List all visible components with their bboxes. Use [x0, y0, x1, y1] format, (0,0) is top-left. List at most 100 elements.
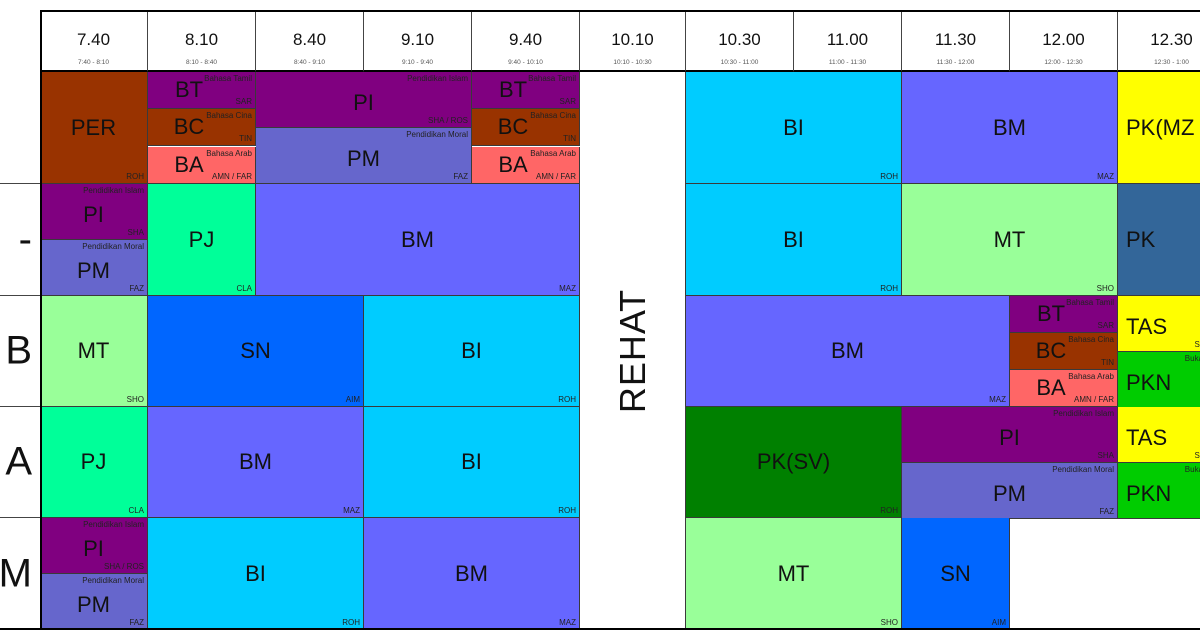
lesson-cell-r0-ba-a[interactable]: BA Bahasa Arab AMN / FAR — [148, 147, 256, 184]
teacher-code: SHA — [1097, 451, 1114, 460]
subject-code: MT — [993, 226, 1026, 252]
time-header-5: 10.10 10:10 - 10:30 — [580, 10, 686, 72]
lesson-cell-r4-bm[interactable]: BM MAZ — [364, 518, 580, 630]
subject-code: PM — [77, 591, 110, 617]
time-label: 8.40 — [292, 30, 327, 49]
time-range: 10:30 - 11:00 — [720, 59, 759, 66]
subject-name: Bahasa Cina — [530, 111, 576, 120]
lesson-cell-r1-bm[interactable]: BM MAZ — [256, 184, 580, 296]
subject-code: SN — [940, 560, 971, 586]
lesson-cell-r4-mt[interactable]: MT SHO — [686, 518, 902, 630]
teacher-code: SHA / F — [1194, 340, 1200, 349]
lesson-cell-r3-pksv[interactable]: PK(SV) ROH — [686, 407, 902, 518]
teacher-code: ROH — [880, 172, 898, 181]
time-label: 10.10 — [611, 30, 654, 49]
teacher-code: SAR — [559, 97, 576, 106]
lesson-cell-r2-bt[interactable]: BT Bahasa Tamil SAR — [1010, 296, 1118, 333]
day-label-4: M — [0, 518, 40, 630]
lesson-cell-r2-tas[interactable]: TASTasSHA / F — [1118, 296, 1200, 352]
teacher-code: TIN — [563, 134, 576, 143]
lesson-cell-r1-pm[interactable]: PM Pendidikan Moral FAZ — [40, 240, 148, 296]
teacher-code: MAZ — [343, 506, 360, 515]
subject-name: Pendidikan Moral — [82, 242, 144, 251]
lesson-cell-r1-pj[interactable]: PJ CLA — [148, 184, 256, 296]
lesson-cell-r3-bi[interactable]: BI ROH — [364, 407, 580, 518]
lesson-cell-r4-sn[interactable]: SN AIM — [902, 518, 1010, 630]
subject-code: BC — [1035, 337, 1067, 363]
subject-code: TAS — [1126, 313, 1168, 339]
lesson-cell-r0-pi[interactable]: PI Pendidikan Islam SHA / ROS — [256, 72, 472, 128]
time-header-4: 9.40 9:40 - 10:10 — [472, 10, 580, 72]
subject-code: BA — [1036, 374, 1066, 400]
subject-name: Bahasa Arab — [1068, 372, 1114, 381]
teacher-code: MAZ — [989, 395, 1006, 404]
subject-code: BI — [245, 560, 266, 586]
lesson-cell-r2-pkn[interactable]: PKN Bukan Tas — [1118, 352, 1200, 408]
subject-name: Pendidikan Islam — [407, 74, 468, 83]
teacher-code: CLA — [236, 284, 252, 293]
subject-name: Bukan Tas — [1184, 354, 1200, 363]
teacher-code: SHA / ROS — [427, 116, 468, 125]
time-range: 7:40 - 8:10 — [77, 59, 110, 66]
subject-code: PJ — [188, 226, 215, 252]
subject-code: BT — [498, 76, 528, 102]
time-range: 8:10 - 8:40 — [185, 59, 218, 66]
subject-code: BM — [993, 114, 1026, 140]
day-label-3: A — [0, 407, 40, 518]
teacher-code: SHA — [127, 228, 144, 237]
lesson-cell-r2-ba[interactable]: BA Bahasa Arab AMN / FAR — [1010, 370, 1118, 407]
lesson-cell-r2-mt[interactable]: MT SHO — [40, 296, 148, 407]
subject-code: PKN — [1126, 480, 1172, 506]
teacher-code: SHA / ROS — [103, 562, 144, 571]
time-range: 11:30 - 12:00 — [936, 59, 975, 66]
lesson-cell-r0-bt-a[interactable]: BT Bahasa Tamil SAR — [148, 72, 256, 109]
teacher-code: SAR — [1097, 321, 1114, 330]
lesson-cell-r1-mt[interactable]: MT SHO — [902, 184, 1118, 296]
lesson-cell-r3-pkn[interactable]: PKN Bukan Tas — [1118, 463, 1200, 519]
time-header-1: 8.10 8:10 - 8:40 — [148, 10, 256, 72]
lesson-cell-r3-pm[interactable]: PM Pendidikan Moral FAZ — [902, 463, 1118, 519]
subject-code: BA — [498, 151, 528, 177]
teacher-code: FAZ — [129, 284, 144, 293]
lesson-cell-r2-bi[interactable]: BI ROH — [364, 296, 580, 407]
subject-code: TAS — [1126, 424, 1168, 450]
time-label: 8.10 — [184, 30, 219, 49]
lesson-cell-r4-pm[interactable]: PM Pendidikan Moral FAZ — [40, 574, 148, 630]
lesson-cell-r0-pkmz[interactable]: PK(MZ — [1118, 72, 1200, 184]
subject-code: PM — [347, 145, 380, 171]
lesson-cell-r0-bm[interactable]: BM MAZ — [902, 72, 1118, 184]
subject-name: Pendidikan Islam — [1053, 409, 1114, 418]
lesson-cell-r3-pi[interactable]: PI Pendidikan Islam SHA — [902, 407, 1118, 463]
lesson-cell-r0-per[interactable]: PER ROH — [40, 72, 148, 184]
subject-code: BM — [455, 560, 488, 586]
lesson-cell-r1-bi[interactable]: BI ROH — [686, 184, 902, 296]
lesson-cell-r0-ba-b[interactable]: BA Bahasa Arab AMN / FAR — [472, 147, 580, 184]
lesson-cell-r2-sn[interactable]: SN AIM — [148, 296, 364, 407]
lesson-cell-r0-bc-b[interactable]: BC Bahasa Cina TIN — [472, 109, 580, 146]
subject-code: PM — [993, 480, 1026, 506]
lesson-cell-r1-pk[interactable]: PK — [1118, 184, 1200, 296]
lesson-cell-r2-bc[interactable]: BC Bahasa Cina TIN — [1010, 333, 1118, 370]
teacher-code: SHO — [126, 395, 144, 404]
time-header-8: 11.30 11:30 - 12:00 — [902, 10, 1010, 72]
subject-code: BM — [239, 449, 272, 475]
teacher-code: SHO — [1096, 284, 1114, 293]
lesson-cell-r4-pi[interactable]: PI Pendidikan Islam SHA / ROS — [40, 518, 148, 574]
lesson-cell-r0-bt-b[interactable]: BT Bahasa Tamil SAR — [472, 72, 580, 109]
lesson-cell-r3-pj[interactable]: PJ CLA — [40, 407, 148, 518]
lesson-cell-r0-bi[interactable]: BI ROH — [686, 72, 902, 184]
day-label-1: - — [0, 184, 40, 296]
time-range: 12:30 - 1:00 — [1154, 59, 1189, 66]
day-label-text: M — [0, 551, 32, 595]
lesson-cell-r0-bc-a[interactable]: BC Bahasa Cina TIN — [148, 109, 256, 146]
lesson-cell-r2-bm[interactable]: BM MAZ — [686, 296, 1010, 407]
lesson-cell-r1-pi[interactable]: PI Pendidikan Islam SHA — [40, 184, 148, 240]
lesson-cell-r4-bi[interactable]: BI ROH — [148, 518, 364, 630]
time-range: 9:10 - 9:40 — [401, 59, 434, 66]
lesson-cell-r3-tas[interactable]: TASTasSHA / F — [1118, 407, 1200, 463]
time-label: 11.00 — [826, 30, 869, 49]
teacher-code: FAZ — [453, 172, 468, 181]
lesson-cell-r3-bm[interactable]: BM MAZ — [148, 407, 364, 518]
lesson-cell-r0-pm[interactable]: PM Pendidikan Moral FAZ — [256, 128, 472, 184]
